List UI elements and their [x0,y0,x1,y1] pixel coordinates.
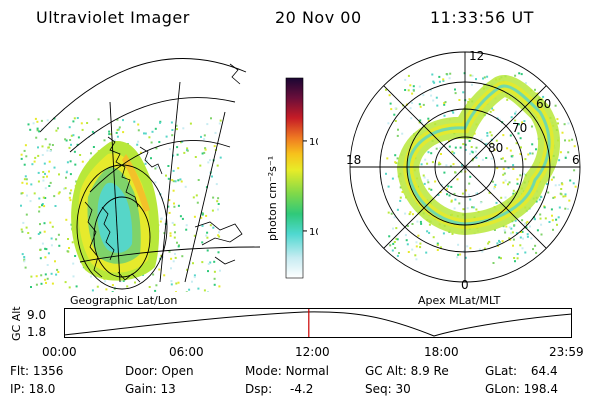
mlt-label-0: 0 [461,278,469,292]
status-glat: GLat: 64.4 [485,364,558,378]
auroral-oval [396,75,561,236]
mlt-label-6: 6 [572,153,580,167]
colorbar-tick-label: 10 [309,227,318,238]
instrument-title: Ultraviolet Imager [36,8,190,27]
y-tick-high: 9.0 [27,308,47,322]
colorbar-ticks: 100 10 [303,137,318,238]
y-tick-low: 1.8 [27,325,47,339]
mlt-label-18: 18 [346,153,361,167]
gc-alt-axis-title: GC Alt [10,306,23,341]
observation-time: 11:33:56 UT [430,8,534,27]
status-flt: Flt: 1356 [10,364,64,378]
altitude-curve [64,311,572,337]
lat-label-70: 70 [512,121,527,135]
x-tick-2359: 23:59 [549,345,584,359]
status-dsp: Dsp: -4.2 [245,382,314,396]
status-door: Door: Open [125,364,194,378]
geographic-image [20,58,261,292]
status-seq: Seq: 30 [365,382,411,396]
aurora-blob [71,141,160,281]
status-gain: Gain: 13 [125,382,176,396]
status-glon: GLon: 198.4 [485,382,558,396]
x-tick-0000: 00:00 [42,345,77,359]
x-tick-1200: 12:00 [295,345,330,359]
colorbar-unit: photon cm⁻²s⁻¹ [266,156,279,241]
status-gc-alt: GC Alt: 8.9 Re [365,364,449,378]
polar-grid [349,51,581,283]
observation-date: 20 Nov 00 [275,8,362,27]
geographic-grid [39,58,261,290]
x-tick-1800: 18:00 [424,345,459,359]
mlt-label-12: 12 [469,49,484,63]
right-panel-label: Apex MLat/MLT [418,294,501,307]
colorbar: 100 10 photon cm⁻²s⁻¹ [266,77,318,279]
lat-label-60: 60 [536,97,551,111]
coastlines [84,63,243,283]
x-tick-0600: 06:00 [169,345,204,359]
left-panel-label: Geographic Lat/Lon [70,294,178,307]
orbit-timeline[interactable] [64,308,572,338]
status-ip: IP: 18.0 [10,382,56,396]
status-mode: Mode: Normal [245,364,329,378]
polar-plot: 12 6 0 18 60 70 80 [346,49,581,292]
lat-label-80: 80 [488,141,503,155]
colorbar-tick-label: 100 [309,137,318,148]
